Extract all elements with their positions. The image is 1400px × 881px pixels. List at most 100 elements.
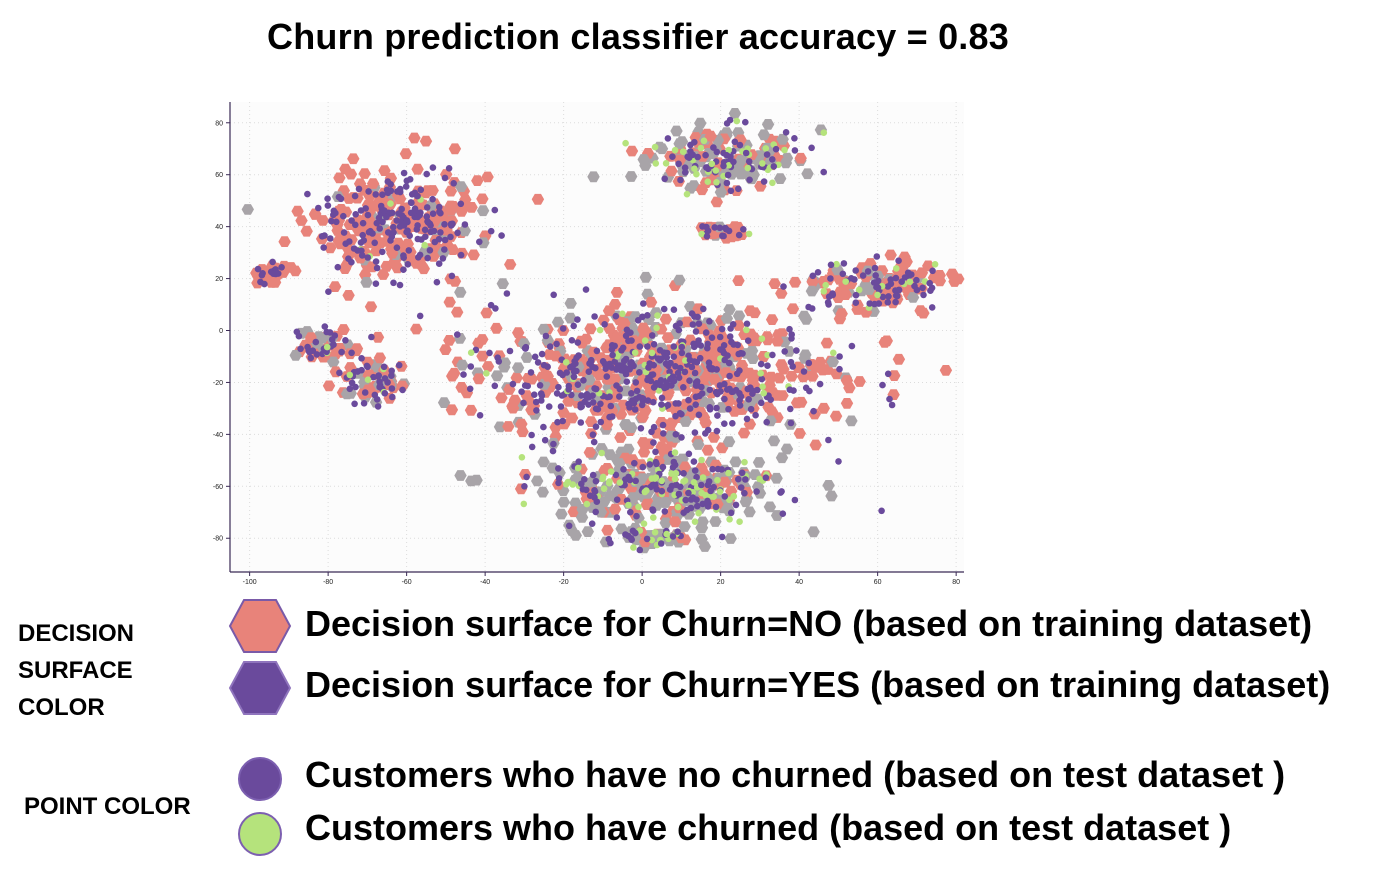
test-points xyxy=(254,116,939,554)
test-point xyxy=(394,188,401,195)
test-point xyxy=(743,326,750,334)
test-point xyxy=(733,117,741,125)
test-point xyxy=(647,377,655,385)
test-point xyxy=(426,220,434,227)
test-point xyxy=(681,164,689,171)
test-point xyxy=(878,507,885,515)
test-point xyxy=(864,268,872,275)
test-point xyxy=(644,312,651,319)
test-point xyxy=(633,387,641,395)
test-point xyxy=(699,500,706,508)
surface-hexagon xyxy=(598,465,611,476)
surface-hexagon xyxy=(776,133,789,145)
surface-hexagon xyxy=(444,185,458,197)
test-point xyxy=(840,260,848,267)
test-point xyxy=(829,291,837,299)
test-point xyxy=(898,278,905,285)
test-point xyxy=(587,358,595,366)
surface-hexagon xyxy=(583,447,596,458)
test-point xyxy=(613,496,621,504)
test-point xyxy=(627,508,634,516)
test-point xyxy=(436,208,443,216)
surface-hexagon xyxy=(610,287,624,298)
surface-hexagon xyxy=(669,516,682,528)
test-point xyxy=(554,418,561,426)
test-point xyxy=(675,374,683,382)
x-tick-label: -20 xyxy=(559,579,569,586)
test-point xyxy=(570,368,578,376)
test-point xyxy=(404,261,412,268)
surface-hexagon xyxy=(608,299,622,310)
test-point xyxy=(892,274,900,282)
surface-hexagon xyxy=(401,238,414,250)
test-point xyxy=(435,260,443,267)
test-point xyxy=(772,145,780,153)
test-point xyxy=(723,179,731,187)
test-point xyxy=(920,291,927,299)
test-point xyxy=(672,400,679,407)
test-point xyxy=(677,483,684,491)
test-point xyxy=(591,487,598,494)
test-point xyxy=(592,477,600,485)
test-point xyxy=(424,254,431,262)
test-point xyxy=(726,385,733,393)
surface-hexagon xyxy=(817,402,830,414)
test-point xyxy=(683,190,691,198)
surface-hexagon xyxy=(767,435,781,447)
test-point xyxy=(441,246,448,253)
test-point xyxy=(555,475,563,482)
test-point xyxy=(492,305,499,312)
test-point xyxy=(670,306,678,313)
test-point xyxy=(352,221,359,229)
test-point xyxy=(571,358,578,365)
test-point xyxy=(630,544,637,551)
test-point xyxy=(361,389,369,396)
test-point xyxy=(578,480,585,488)
test-point xyxy=(338,348,345,356)
test-point xyxy=(802,384,810,392)
test-point xyxy=(372,258,380,265)
surface-hexagon xyxy=(455,181,468,192)
surface-hexagon xyxy=(510,372,523,384)
surface-hexagon xyxy=(625,145,639,157)
surface-hexagon xyxy=(537,456,550,468)
surface-hexagon xyxy=(480,307,493,319)
surface-hexagon xyxy=(370,245,383,257)
surface-hexagon xyxy=(797,371,810,383)
test-point xyxy=(528,443,536,451)
test-point xyxy=(498,232,505,239)
test-point xyxy=(588,520,596,527)
test-point xyxy=(895,257,902,264)
test-point xyxy=(724,171,732,179)
test-point xyxy=(653,324,660,332)
surface-hexagon xyxy=(411,163,424,175)
surface-hexagon xyxy=(536,486,549,498)
test-point xyxy=(723,151,730,159)
test-point xyxy=(704,503,712,510)
test-point xyxy=(892,298,899,306)
surface-hexagon xyxy=(358,168,371,179)
test-point xyxy=(328,217,335,225)
test-point xyxy=(416,312,424,320)
test-point xyxy=(671,475,679,483)
test-point xyxy=(702,151,709,159)
test-point xyxy=(320,244,327,251)
surface-hexagon xyxy=(508,394,522,406)
test-point xyxy=(793,347,800,354)
test-point xyxy=(713,427,721,435)
test-point xyxy=(735,185,742,193)
test-point xyxy=(523,473,530,481)
surface-hexagon xyxy=(851,304,864,315)
test-point xyxy=(659,421,667,429)
test-point xyxy=(623,366,631,373)
surface-hexagon xyxy=(734,155,748,166)
surface-hexagon xyxy=(829,410,843,422)
test-point xyxy=(346,238,353,245)
test-point xyxy=(558,392,566,399)
surface-hexagon xyxy=(472,337,485,349)
test-point xyxy=(691,429,699,436)
test-point xyxy=(744,337,752,344)
test-point xyxy=(662,160,670,167)
test-point xyxy=(706,386,714,394)
surface-hexagon xyxy=(511,362,525,374)
